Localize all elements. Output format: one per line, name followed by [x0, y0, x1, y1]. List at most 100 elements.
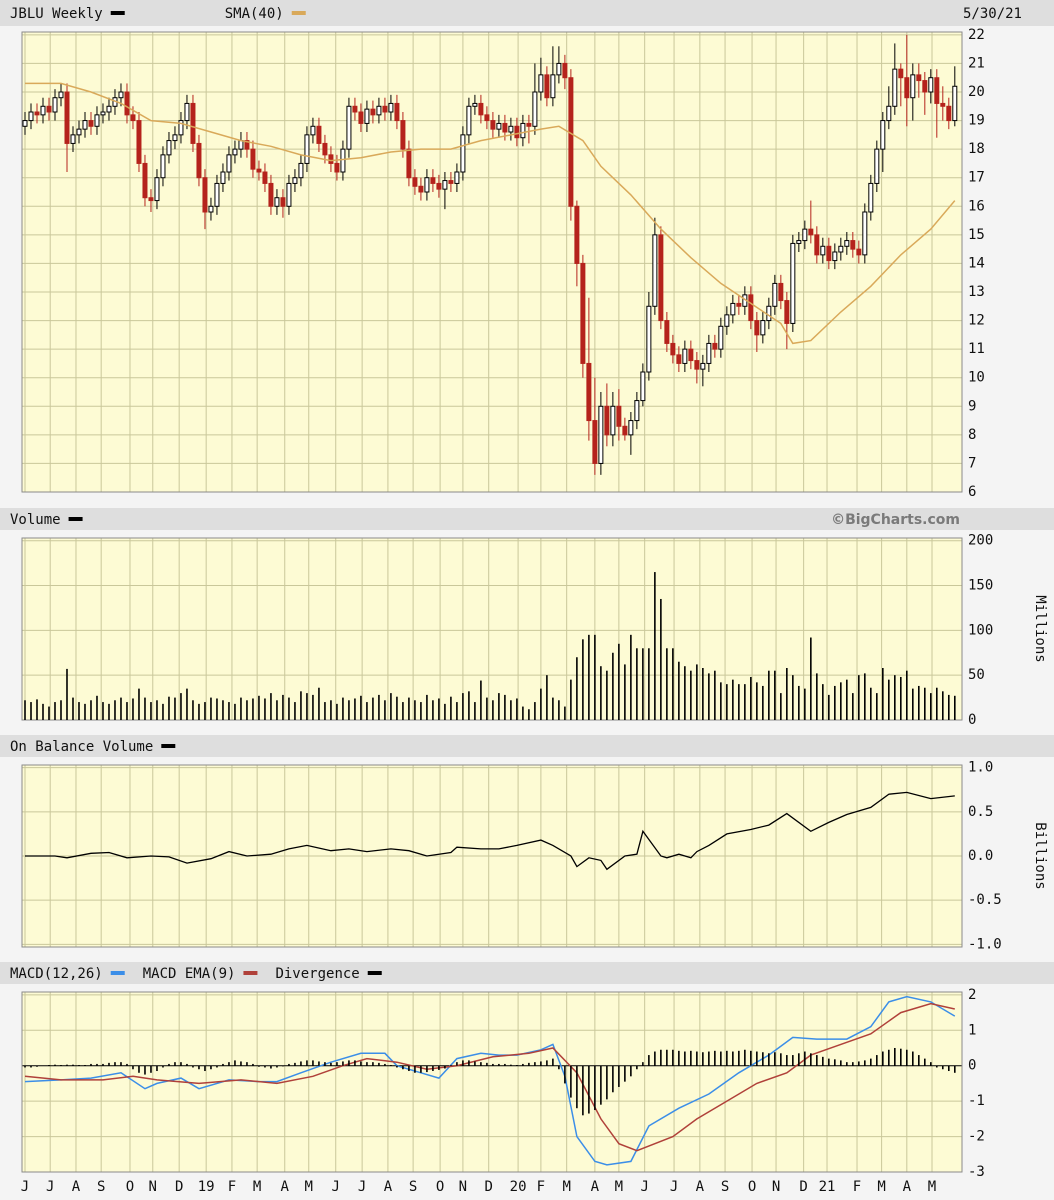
- divergence-bar: [678, 1050, 680, 1066]
- candle-body: [646, 305, 652, 373]
- candle-body: [832, 251, 838, 262]
- volume-bar: [654, 572, 656, 720]
- candle-body: [784, 300, 790, 324]
- divergence-bar: [384, 1063, 386, 1066]
- volume-bar: [156, 700, 158, 720]
- candle-body: [22, 120, 28, 127]
- divergence-bar: [246, 1062, 248, 1066]
- candle-body: [760, 320, 766, 336]
- candle-body: [592, 420, 598, 464]
- divergence-bar: [234, 1060, 236, 1066]
- candle-body: [604, 405, 610, 436]
- volume-bar: [816, 673, 818, 720]
- candle-body: [628, 420, 634, 436]
- divergence-bar: [852, 1062, 854, 1066]
- candle-body: [100, 111, 106, 116]
- candle-body: [460, 134, 466, 173]
- x-tick-label: J: [670, 1179, 678, 1195]
- candle-body: [46, 105, 52, 113]
- candle-body: [64, 91, 70, 144]
- volume-bar: [192, 700, 194, 720]
- candle-body: [502, 122, 508, 133]
- volume-bar: [462, 693, 464, 720]
- candle-body: [664, 320, 670, 344]
- divergence-bar: [570, 1065, 572, 1098]
- divergence-bar: [306, 1060, 308, 1066]
- volume-bar: [708, 673, 710, 720]
- divergence-bar: [954, 1065, 956, 1073]
- candle-body: [778, 282, 784, 302]
- divergence-bar: [186, 1063, 188, 1066]
- candle-body: [622, 425, 628, 436]
- candle-body: [736, 302, 742, 307]
- legend-swatch: [367, 971, 382, 975]
- legend-swatch: [68, 517, 83, 521]
- plot-border: [21, 991, 963, 1173]
- x-tick-label: M: [253, 1179, 261, 1195]
- candle-body: [118, 91, 124, 99]
- volume-bar: [102, 702, 104, 720]
- y-tick-label: 19: [968, 113, 985, 129]
- divergence-bar: [558, 1065, 560, 1070]
- y-tick-label: 11: [968, 341, 985, 357]
- divergence-bar: [606, 1065, 608, 1100]
- volume-bar: [318, 687, 320, 720]
- candle-body: [178, 120, 184, 136]
- candle-body: [244, 140, 250, 150]
- divergence-bar: [396, 1065, 398, 1068]
- candle-body: [490, 120, 496, 130]
- volume-bar: [576, 657, 578, 720]
- divergence-bar: [360, 1061, 362, 1066]
- divergence-bar: [588, 1065, 590, 1114]
- volume-bar: [864, 673, 866, 720]
- divergence-bar: [822, 1056, 824, 1066]
- y-tick-label: 7: [968, 455, 976, 471]
- divergence-bar: [132, 1065, 134, 1070]
- x-tick-label: O: [436, 1179, 444, 1195]
- candle-body: [874, 148, 880, 184]
- volume-bar: [912, 688, 914, 720]
- candle-body: [580, 262, 586, 364]
- candle-body: [136, 120, 142, 164]
- candle-body: [34, 111, 40, 116]
- candle-body: [208, 205, 214, 213]
- volume-bar: [108, 703, 110, 720]
- divergence-bar: [252, 1063, 254, 1066]
- divergence-bar: [882, 1051, 884, 1066]
- divergence-bar: [468, 1060, 470, 1066]
- x-tick-label: F: [537, 1179, 545, 1195]
- divergence-bar: [282, 1065, 284, 1067]
- divergence-bar: [288, 1063, 290, 1066]
- volume-bar: [678, 661, 680, 720]
- candle-body: [352, 105, 358, 113]
- divergence-bar: [492, 1063, 494, 1066]
- candle-body: [616, 405, 622, 427]
- panel-header: [0, 735, 1054, 757]
- divergence-bar: [258, 1065, 260, 1067]
- volume-bar: [186, 688, 188, 720]
- candle-body: [820, 245, 826, 256]
- legend-swatch: [110, 971, 125, 975]
- divergence-bar: [162, 1065, 164, 1068]
- volume-bar: [78, 702, 80, 720]
- candle-body: [298, 162, 304, 179]
- volume-bar: [780, 693, 782, 720]
- divergence-bar: [126, 1063, 128, 1066]
- divergence-bar: [924, 1058, 926, 1066]
- volume-bar: [546, 675, 548, 720]
- volume-bar: [558, 700, 560, 720]
- volume-bar: [276, 700, 278, 720]
- volume-bar: [948, 694, 950, 720]
- volume-bar: [174, 697, 176, 720]
- volume-bar: [36, 699, 38, 720]
- candle-body: [154, 177, 160, 202]
- divergence-bar: [816, 1055, 818, 1066]
- volume-bar: [480, 680, 482, 720]
- volume-bar: [660, 598, 662, 720]
- y-tick-label: -3: [968, 1164, 985, 1180]
- y-tick-label: 0.0: [968, 848, 993, 864]
- divergence-bar: [648, 1055, 650, 1066]
- x-tick-label: N: [149, 1179, 157, 1195]
- divergence-bar: [690, 1050, 692, 1066]
- volume-bar: [384, 700, 386, 720]
